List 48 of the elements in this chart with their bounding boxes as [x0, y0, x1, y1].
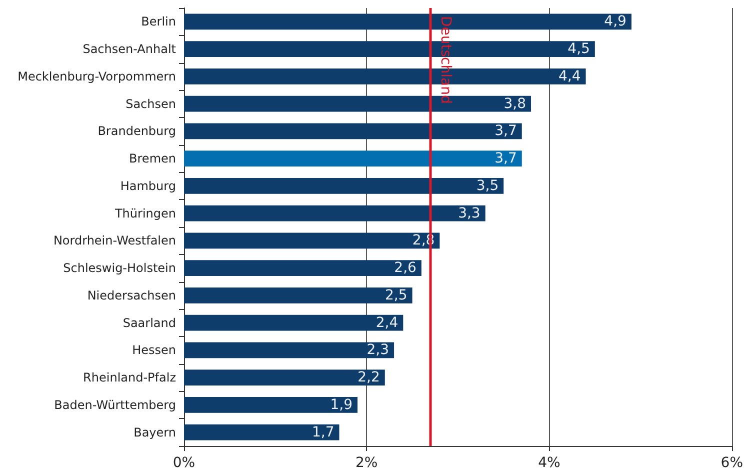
data-label: 3,7	[494, 123, 517, 140]
bar	[184, 232, 440, 249]
x-tick-label: 2%	[356, 455, 378, 471]
data-label: 1,7	[312, 424, 334, 440]
data-label: 4,9	[604, 14, 626, 30]
data-label: 4,5	[568, 41, 590, 58]
bar	[184, 370, 385, 386]
y-tick-label: Nordrhein-Westfalen	[53, 234, 176, 248]
bar	[184, 397, 358, 413]
data-label: 2,2	[358, 370, 380, 386]
y-tick-label: Rheinland-Pfalz	[83, 370, 176, 385]
x-tick-label: 6%	[720, 455, 744, 471]
bar	[184, 205, 486, 222]
y-tick-label: Saarland	[122, 316, 176, 330]
y-tick-label: Mecklenburg-Vorpommern	[18, 69, 176, 84]
data-label: 2,4	[376, 314, 398, 331]
y-tick-label: Berlin	[141, 14, 176, 29]
y-tick-label: Baden-Württemberg	[54, 398, 176, 412]
data-label: 2,6	[394, 260, 417, 276]
data-label: 2,5	[385, 287, 408, 304]
y-tick-label: Niedersachsen	[87, 288, 176, 302]
data-label: 1,9	[330, 396, 352, 413]
data-label: 2,3	[366, 342, 390, 358]
bar	[184, 424, 340, 440]
bar	[184, 260, 422, 276]
data-label: 3,3	[458, 205, 480, 222]
data-label: 3,5	[476, 178, 499, 194]
y-tick-label: Hamburg	[120, 178, 176, 193]
y-tick-label: Hessen	[132, 343, 176, 358]
bar	[184, 150, 522, 166]
x-tick-label: 0%	[172, 455, 196, 471]
bar	[184, 342, 394, 358]
data-label: 3,8	[504, 96, 526, 112]
bar	[184, 178, 504, 194]
ref-line-label: Deutschland	[438, 16, 454, 104]
y-tick-label: Sachsen	[126, 96, 176, 111]
y-tick-label: Thüringen	[114, 206, 176, 220]
x-tick-label: 4%	[538, 455, 560, 471]
y-tick-label: Sachsen-Anhalt	[82, 42, 176, 56]
data-label: 4,4	[558, 68, 581, 84]
bar	[184, 123, 522, 140]
y-tick-label: Brandenburg	[98, 124, 176, 138]
y-tick-label: Bayern	[134, 425, 176, 440]
data-label: 3,7	[494, 150, 517, 167]
y-tick-label: Bremen	[129, 152, 176, 166]
bar	[184, 314, 404, 331]
bar	[184, 288, 412, 304]
y-tick-label: Schleswig-Holstein	[63, 261, 176, 276]
